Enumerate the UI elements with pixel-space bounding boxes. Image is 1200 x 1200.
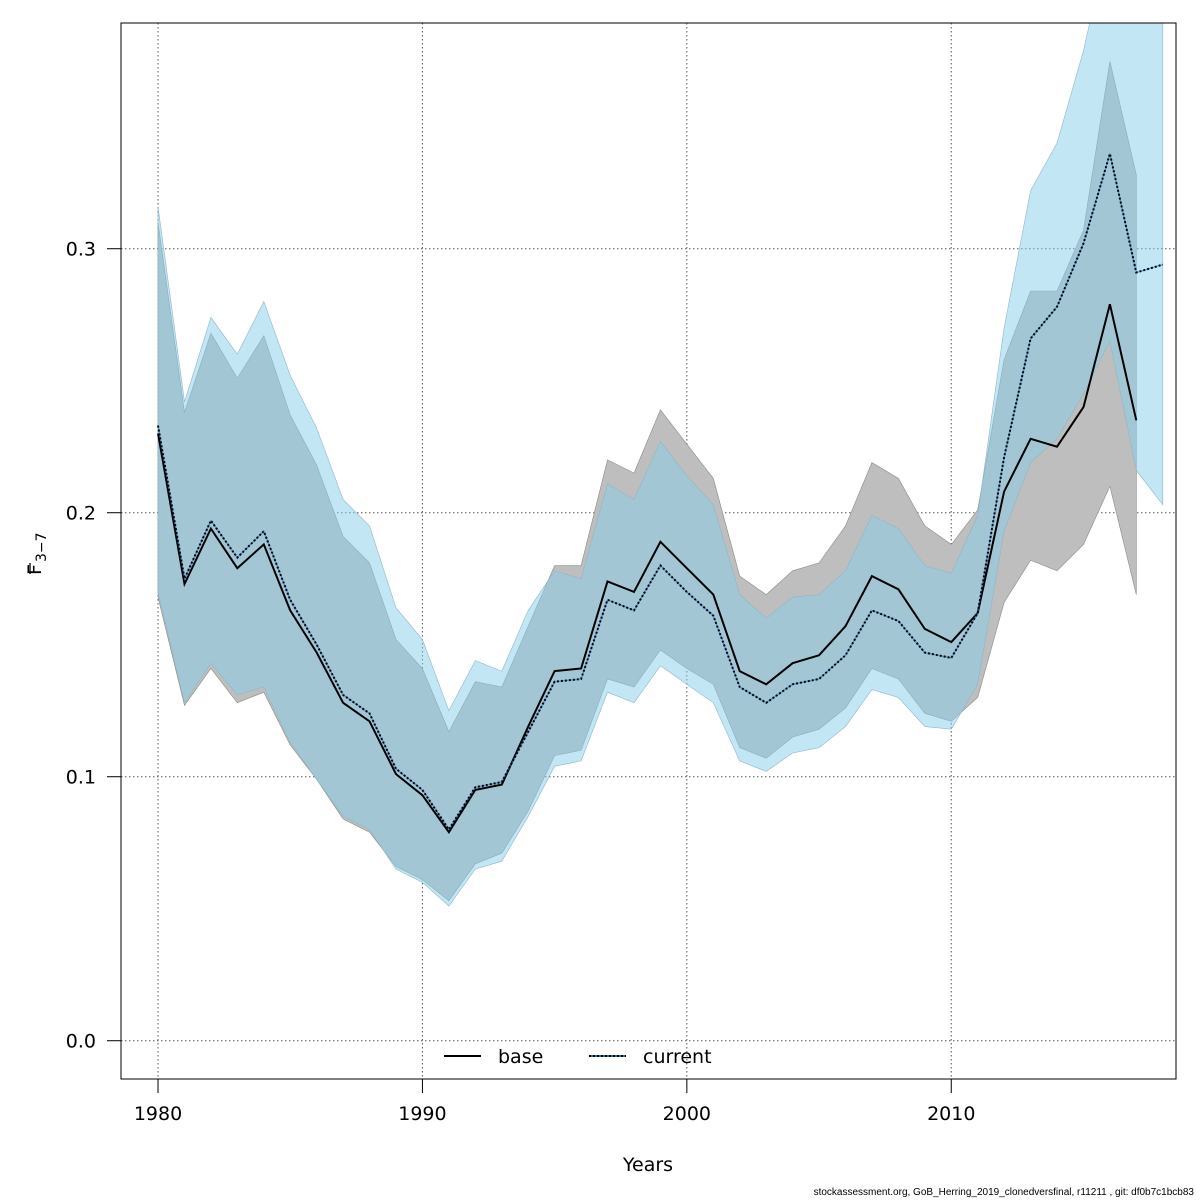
x-tick-label-2000: 2000 — [663, 1103, 711, 1125]
footer-credit: stockassessment.org, GoB_Herring_2019_cl… — [813, 1187, 1194, 1198]
y-axis-title-main: F — [24, 564, 46, 575]
series-line-current — [157, 153, 1164, 832]
y-tick-label-2: 0.2 — [66, 503, 96, 525]
y-tick-label-3: 0.3 — [66, 239, 96, 261]
y-axis: 0.0 0.1 0.2 0.3 — [66, 239, 122, 1053]
x-tick-label-1980: 1980 — [134, 1103, 182, 1125]
x-axis: 1980 1990 2000 2010 — [134, 1078, 975, 1125]
series-line-base — [157, 303, 1138, 834]
x-axis-title: Years — [622, 1154, 673, 1176]
x-tick-label-1990: 1990 — [398, 1103, 446, 1125]
x-tick-label-2010: 2010 — [927, 1103, 975, 1125]
confidence-bands — [157, 23, 1164, 907]
confidence-band-current — [157, 23, 1164, 907]
y-tick-label-1: 0.1 — [66, 767, 96, 789]
legend-base-label: base — [498, 1046, 543, 1068]
series-lines — [157, 153, 1164, 834]
series-line-current-dots — [157, 153, 1163, 831]
legend-current-label: current — [643, 1046, 712, 1068]
legend: base current — [444, 1046, 712, 1068]
y-axis-title-subscript: 3−7 — [34, 532, 50, 562]
y-tick-label-0: 0.0 — [66, 1031, 96, 1053]
y-axis-title: F 3−7 — [24, 532, 50, 575]
